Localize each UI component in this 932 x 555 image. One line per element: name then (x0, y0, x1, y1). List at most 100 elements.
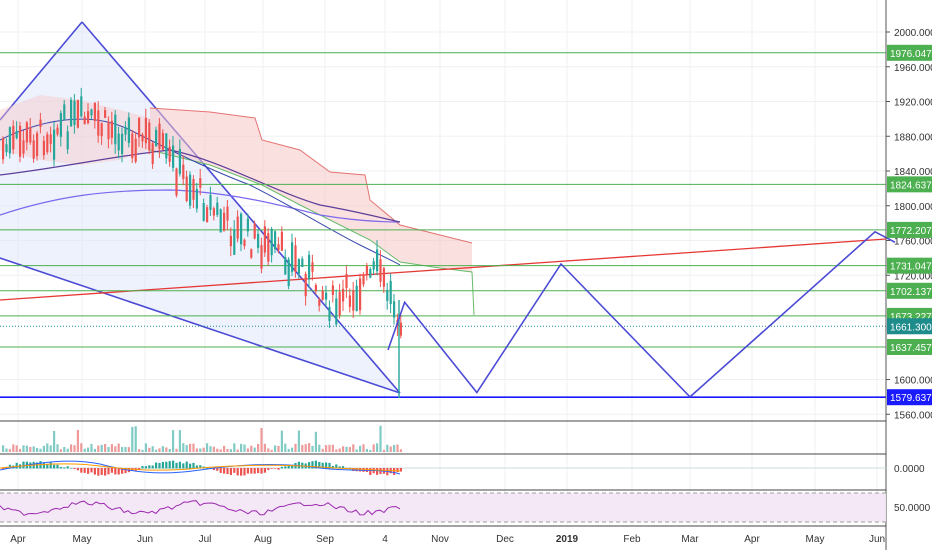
candle-body (345, 273, 348, 289)
candle-body (80, 96, 83, 117)
level-label-text: 1579.637 (890, 393, 932, 404)
price-tick-label: 1840.000 (894, 167, 932, 178)
level-label: 1731.047 (887, 257, 932, 274)
volume-bar (90, 443, 93, 452)
candle-body (53, 129, 56, 160)
macd-signal-line (0, 463, 401, 472)
current-price-label-box (887, 318, 932, 335)
volume-bar (192, 443, 195, 452)
candle-body (90, 109, 93, 116)
volume-bar (49, 445, 52, 452)
macd-histogram-bar (321, 462, 324, 469)
macd-histogram-bar (284, 466, 287, 469)
time-tick-label: Jun (137, 534, 153, 545)
candle-body (144, 117, 147, 144)
candle-body (304, 274, 307, 297)
macd-histogram-bar (168, 461, 171, 469)
candle-body (87, 111, 90, 124)
horizontal-levels (0, 52, 886, 399)
candle-body (148, 122, 151, 151)
candle-body (277, 244, 280, 251)
macd-histogram-bar (155, 462, 158, 469)
macd-histogram-bar (104, 468, 107, 476)
candle-body (29, 127, 32, 143)
macd-histogram-bar (223, 468, 226, 474)
candle-body (161, 133, 164, 150)
projection-zigzag (387, 230, 896, 399)
triangle-fill (0, 22, 400, 393)
macd-histogram-bar (117, 468, 120, 475)
candle-body (158, 123, 161, 149)
candle-body (342, 288, 345, 302)
time-axis: Apr May Jun Jul Aug Sep 4 Nov Dec 2019 Feb Mar Apr Ma… (0, 525, 886, 545)
volume-bar (369, 449, 372, 452)
candle-body (250, 249, 253, 258)
price-tick-label: 1720.000 (894, 271, 932, 282)
candle-body (240, 213, 243, 245)
macd-histogram-bar (63, 467, 66, 469)
volume-bar (134, 426, 137, 452)
volume-bar (382, 449, 385, 452)
macd-tick-label: 0.0000 (894, 464, 925, 475)
time-tick-label: Aug (254, 534, 272, 545)
volume-bar (25, 445, 28, 452)
price-tick-label: 1800.000 (894, 202, 932, 213)
volume-bar (107, 447, 110, 452)
volume-bar (359, 445, 362, 452)
volume-bar (270, 449, 273, 452)
volume-bar (155, 449, 158, 452)
candle-body (8, 127, 11, 154)
candle-body (195, 188, 198, 209)
volume-bar (396, 444, 399, 452)
volume-bar (372, 444, 375, 452)
macd-histogram-bar (144, 466, 147, 469)
volume-bar (263, 443, 266, 452)
triangle-pattern (0, 21, 401, 394)
volume-bar (352, 444, 355, 452)
candle-body (63, 104, 66, 120)
volume-bar (165, 447, 168, 452)
candle-body (182, 164, 185, 179)
volume-bar (229, 449, 232, 452)
volume-bar (175, 448, 178, 452)
candle-body (246, 218, 249, 232)
macd-histogram-bar (121, 468, 124, 474)
candle-body (25, 122, 28, 143)
macd-histogram-bar (53, 464, 56, 469)
candle-body (267, 233, 270, 262)
volume-bar (70, 444, 73, 452)
volume-bar (66, 448, 69, 452)
volume-bar (141, 449, 144, 452)
volume-bar (335, 449, 338, 452)
time-tick-label: Apr (744, 534, 760, 545)
candle-body (253, 223, 256, 239)
candle-body (243, 239, 246, 247)
level-label-box (887, 389, 932, 406)
candle-body (19, 125, 22, 157)
volume-bar (325, 445, 328, 452)
macd-histogram-bar (396, 468, 399, 473)
candle-body (114, 114, 117, 145)
volume-bar (291, 447, 294, 452)
candle-body (372, 261, 375, 270)
candle-body (151, 143, 154, 165)
macd-histogram-bar (369, 468, 372, 476)
candle-body (226, 206, 229, 221)
macd-histogram-bar (110, 468, 113, 473)
volume-bar (365, 448, 368, 452)
macd-histogram-bar (114, 468, 117, 475)
macd-histogram-bar (107, 468, 110, 475)
time-tick-label: May (806, 534, 825, 545)
candle-body (270, 228, 273, 256)
candle-body (318, 299, 321, 306)
volume-bar (8, 449, 11, 452)
candle-body (280, 231, 283, 251)
macd-histogram-bar (308, 462, 311, 469)
macd-histogram-bar (342, 466, 345, 469)
candle-body (274, 231, 277, 249)
macd-histogram-bar (212, 468, 215, 471)
volume-bar (148, 447, 151, 452)
candle-body (110, 120, 113, 138)
candle-body (192, 179, 195, 200)
